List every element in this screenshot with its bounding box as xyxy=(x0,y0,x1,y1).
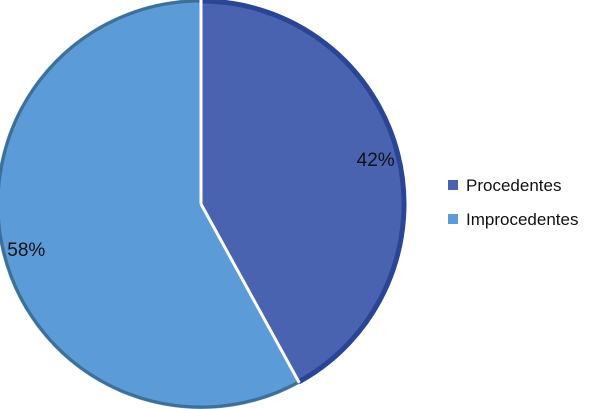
slice-improcedentes-edge xyxy=(0,0,300,409)
slice-procedentes-edge xyxy=(200,0,407,385)
slice-label-procedentes: 42% xyxy=(357,150,395,171)
slice-label-improcedentes: 58% xyxy=(7,240,45,261)
legend-swatch-improcedentes xyxy=(448,214,458,224)
pie-slice-labels: 42% 58% xyxy=(7,150,395,261)
slice-procedentes xyxy=(201,0,406,384)
legend-label-improcedentes: Improcedentes xyxy=(466,210,578,229)
legend-item-improcedentes: Improcedentes xyxy=(448,210,578,229)
legend-item-procedentes: Procedentes xyxy=(448,176,561,195)
slice-improcedentes xyxy=(0,0,300,409)
legend-label-procedentes: Procedentes xyxy=(466,176,561,195)
slice-separator-1 xyxy=(199,203,301,384)
legend-swatch-procedentes xyxy=(448,180,458,190)
pie-slices xyxy=(0,0,407,409)
legend: Procedentes Improcedentes xyxy=(448,176,578,229)
